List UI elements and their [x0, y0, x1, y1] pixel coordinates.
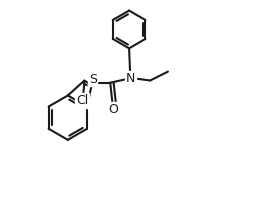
Text: S: S [89, 73, 97, 86]
Text: N: N [126, 72, 135, 85]
Text: O: O [109, 103, 119, 116]
Text: Cl: Cl [76, 94, 88, 107]
